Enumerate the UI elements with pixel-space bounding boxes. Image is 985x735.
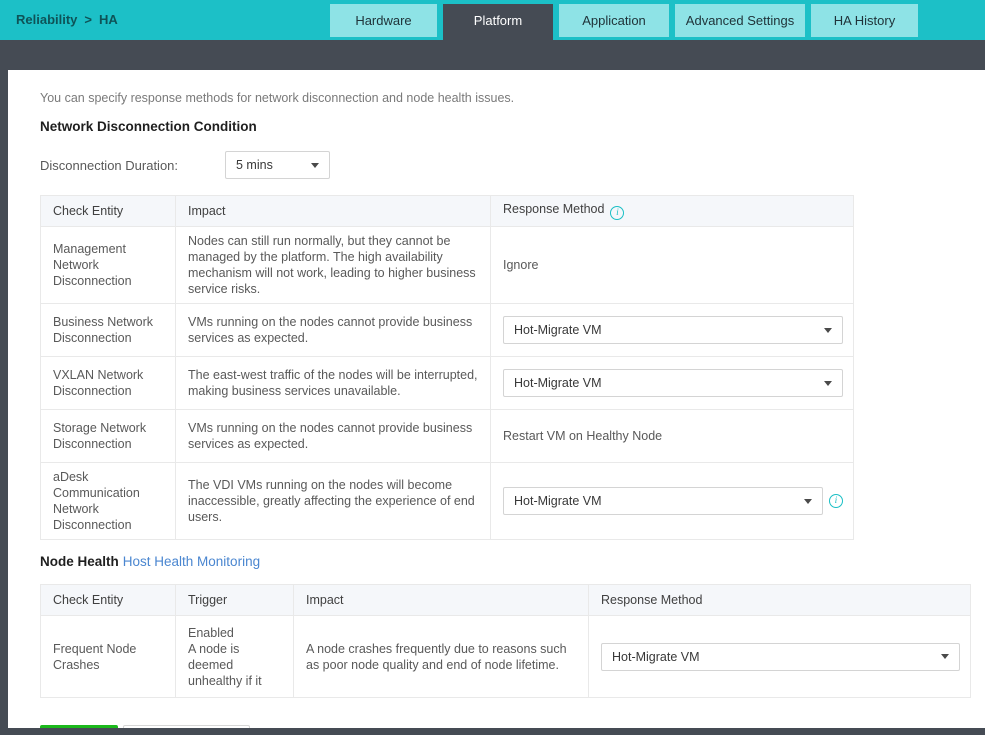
col-header-impact: Impact (293, 584, 589, 616)
business-network-response-select[interactable]: Hot-Migrate VM (503, 316, 843, 344)
trigger-cell: Enabled A node is deemed unhealthy if it… (175, 615, 294, 698)
check-entity-cell: Storage Network Disconnection (40, 409, 176, 463)
col-header-impact: Impact (175, 195, 491, 227)
tab-advanced-settings[interactable]: Advanced Settings (675, 4, 805, 37)
response-method-cell: Hot-Migrate VM (490, 303, 854, 357)
table-row: VXLAN Network Disconnection The east-wes… (40, 356, 854, 410)
page-description: You can specify response methods for net… (40, 91, 515, 105)
tab-platform[interactable]: Platform (443, 4, 553, 41)
response-method-cell: Restart VM on Healthy Node (490, 409, 854, 463)
network-disconnection-section-title: Network Disconnection Condition (40, 119, 257, 134)
chevron-down-icon (941, 654, 949, 659)
response-method-cell: Ignore (490, 226, 854, 304)
check-entity-cell: VXLAN Network Disconnection (40, 356, 176, 410)
col-header-response-method: Response Method (588, 584, 971, 616)
platform-ha-settings-panel: You can specify response methods for net… (8, 70, 985, 728)
footer-actions: Save Restore Defaults (40, 725, 985, 728)
table-header-row: Check Entity Impact Response Method i (40, 195, 854, 227)
check-entity-cell: aDesk Communication Network Disconnectio… (40, 462, 176, 540)
table-row: aDesk Communication Network Disconnectio… (40, 462, 854, 540)
response-method-cell: Hot-Migrate VM i (490, 462, 854, 540)
info-icon[interactable]: i (610, 206, 625, 220)
check-entity-cell: Business Network Disconnection (40, 303, 176, 357)
check-entity-cell: Management Network Disconnection (40, 226, 176, 304)
tab-hardware[interactable]: Hardware (330, 4, 437, 37)
response-method-cell: Hot-Migrate VM (490, 356, 854, 410)
impact-cell: VMs running on the nodes cannot provide … (175, 303, 491, 357)
frequent-node-crashes-response-select[interactable]: Hot-Migrate VM (601, 642, 960, 671)
col-header-trigger: Trigger (175, 584, 294, 616)
disconnection-duration-row: Disconnection Duration: 5 mins (40, 151, 985, 179)
impact-cell: The VDI VMs running on the nodes will be… (175, 462, 491, 540)
tab-bar: Hardware Platform Application Advanced S… (330, 4, 918, 41)
breadcrumb: Reliability > HA (16, 0, 118, 40)
restore-defaults-button[interactable]: Restore Defaults (123, 725, 250, 728)
info-icon[interactable]: i (829, 494, 843, 508)
top-navigation-bar: Reliability > HA Hardware Platform Applica… (0, 0, 985, 41)
disconnection-duration-value: 5 mins (236, 158, 273, 172)
node-health-table: Check Entity Trigger Impact Response Met… (40, 584, 971, 698)
col-header-check-entity: Check Entity (40, 584, 176, 616)
check-entity-cell: Frequent Node Crashes (40, 615, 176, 698)
chevron-down-icon (824, 380, 832, 386)
chevron-down-icon (824, 327, 832, 333)
host-health-monitoring-link[interactable]: Host Health Monitoring (122, 554, 261, 569)
col-header-check-entity: Check Entity (40, 195, 176, 227)
response-method-cell: Hot-Migrate VM (588, 615, 971, 698)
chevron-down-icon (804, 498, 812, 504)
breadcrumb-ha: HA (99, 12, 118, 27)
impact-cell: The east-west traffic of the nodes will … (175, 356, 491, 410)
breadcrumb-reliability[interactable]: Reliability (16, 12, 78, 27)
disconnection-duration-label: Disconnection Duration: (40, 157, 179, 173)
topbar-shadow-strip (0, 40, 985, 70)
table-header-row: Check Entity Trigger Impact Response Met… (40, 584, 971, 616)
tab-application[interactable]: Application (559, 4, 669, 37)
table-row: Management Network Disconnection Nodes c… (40, 226, 854, 304)
impact-cell: Nodes can still run normally, but they c… (175, 226, 491, 304)
breadcrumb-separator: > (84, 12, 93, 27)
save-button[interactable]: Save (40, 725, 118, 728)
chevron-down-icon (311, 162, 319, 168)
impact-cell: A node crashes frequently due to reasons… (293, 615, 589, 698)
disconnection-duration-select[interactable]: 5 mins (225, 151, 330, 179)
col-header-response-method: Response Method i (490, 195, 854, 227)
network-disconnection-table: Check Entity Impact Response Method i Man… (40, 195, 854, 540)
impact-cell: VMs running on the nodes cannot provide … (175, 409, 491, 463)
table-row: Frequent Node Crashes Enabled A node is … (40, 615, 971, 698)
vxlan-network-response-select[interactable]: Hot-Migrate VM (503, 369, 843, 397)
node-health-section-title: Node Health Host Health Monitoring (40, 554, 261, 569)
table-row: Business Network Disconnection VMs runni… (40, 303, 854, 357)
table-row: Storage Network Disconnection VMs runnin… (40, 409, 854, 463)
adesk-network-response-select[interactable]: Hot-Migrate VM (503, 487, 823, 515)
tab-ha-history[interactable]: HA History (811, 4, 918, 37)
